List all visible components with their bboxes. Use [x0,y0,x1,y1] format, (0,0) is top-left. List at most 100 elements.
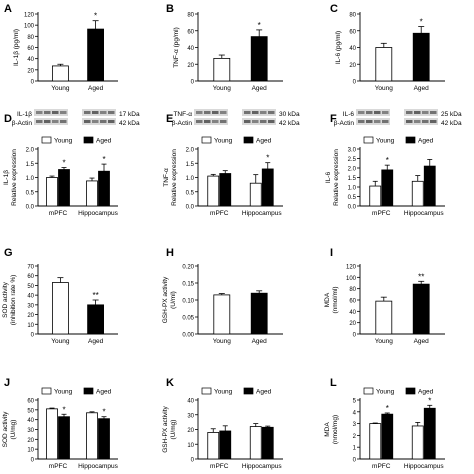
y-tick-label: 0 [31,333,35,339]
blot-band [406,111,413,114]
legend-swatch-aged [243,387,254,395]
y-tick-label: 100 [24,24,35,30]
y-tick-label: 120 [346,265,357,271]
panel-letter: I [330,247,333,259]
blot-band [196,111,203,114]
y-tick-label: 2.5 [348,157,357,163]
blot-band [374,111,381,114]
blot-size-target: 25 kDa [441,111,462,118]
blot-band [260,111,267,114]
blot-band [60,111,67,114]
y-tick-label: 2.0 [26,148,35,154]
blot-size-target: 17 kDa [119,111,140,118]
panel-letter: J [4,377,10,389]
panel-l: L 0 1 2 3 4 5 MDA (nmol/mg) * mPFC * Hippocampus Youn… [324,377,445,470]
legend-swatch-young [41,387,52,395]
bar-young [46,408,58,460]
blot-band [204,120,211,123]
blot-strip [34,109,68,116]
y-tick-label: 0.5 [186,190,195,196]
blot-band [366,111,373,114]
legend-swatch-young [363,136,374,144]
panel-i: I 0 20 40 60 80 100 120 MDA (nmol/ml) Young ** Aged [324,247,445,345]
blot-strip [82,118,116,125]
y-axis-label: MDA [324,292,331,307]
panel-j: J 0 10 20 30 40 50 60 SOD activity (U/mg) * mPFC * Hi… [2,377,119,470]
y-tick-label: 1.0 [26,176,35,182]
panel-d: D0.00.51.01.52.0IL-1β Relative expression… [3,109,140,217]
panel-a: A 0 20 40 60 80 100 120 IL-1β (pg/ml) Young * Aged [4,3,118,92]
blot-band [36,111,43,114]
significance-marker: * [386,156,389,165]
y-tick-label: 0 [353,333,357,339]
blot-strip [356,118,390,125]
y-tick-label: 1.0 [348,186,357,192]
blot-band [422,120,429,123]
y-tick-label: 30 [27,303,34,309]
legend-swatch-aged [83,136,94,144]
blot-strip [242,118,276,125]
legend-label-aged: Aged [256,138,272,145]
blot-strip [404,109,438,116]
bar-aged [381,413,394,460]
x-tick-label: Young [375,338,394,345]
bar-aged [58,416,70,460]
blot-strip [356,109,390,116]
bar-young [86,412,98,460]
bar-aged [87,304,104,335]
significance-marker: * [258,21,261,30]
y-tick-label: 60 [187,29,194,35]
y-tick-label: 0.05 [182,316,194,322]
blot-band [92,111,99,114]
significance-marker: * [386,404,389,413]
y-tick-label: 0.15 [182,282,194,288]
y-axis-label: GSH-PX activity [162,405,169,452]
bar-young [375,300,393,335]
bar-young [207,175,220,207]
blot-band [244,120,251,123]
y-tick-label: 30 [187,413,194,419]
x-tick-label: Aged [88,338,104,345]
x-tick-label: Hippocampus [404,463,444,470]
y-tick-label: 10 [27,448,34,454]
bar-young [213,57,231,82]
y-tick-label: 60 [27,46,34,52]
y-tick-label: 40 [27,294,34,300]
bar-young [411,180,424,207]
blot-strip [194,109,228,116]
bar-aged [219,430,232,460]
y-tick-label: 50 [27,284,34,290]
y-tick-label: 0.5 [26,190,35,196]
y-axis-label: SOD activity [2,281,9,318]
y-axis-label: SOD activity [2,411,9,448]
panel-letter: F [330,113,337,125]
y-tick-label: 60 [27,274,34,280]
y-axis-panel-label: TNF-α [163,168,170,187]
y-tick-label: 20 [27,438,34,444]
y-tick-label: 20 [27,313,34,319]
blot-band [108,111,115,114]
bar-aged [423,165,436,207]
y-tick-label: 10 [187,443,194,449]
bar-aged [261,168,274,207]
panel-f: F0.00.51.01.52.02.53.0IL-6 Relative expre… [325,109,462,217]
x-tick-label: Hippocampus [78,210,118,217]
x-tick-label: mPFC [372,463,391,470]
bar-young [46,177,58,207]
y-tick-label: 0 [31,458,35,464]
blot-size-actin: 42 kDa [279,120,300,127]
x-tick-label: Young [375,85,394,92]
blot-size-target: 30 kDa [279,111,300,118]
y-tick-label: 2.0 [186,148,195,154]
y-tick-label: 60 [349,29,356,35]
blot-label-target: IL-1β [17,111,32,118]
legend-label-aged: Aged [418,389,434,396]
blot-band [36,120,43,123]
blot-band [260,120,267,123]
bar-aged [250,292,268,335]
panel-k: K 0 10 20 30 40 GSH-PX activity (U/mg) mPFC Hippo… [162,377,283,470]
y-tick-label: 3.0 [348,148,357,154]
y-tick-label: 40 [187,399,194,405]
y-axis-label-units: (nmol/ml) [332,286,339,313]
